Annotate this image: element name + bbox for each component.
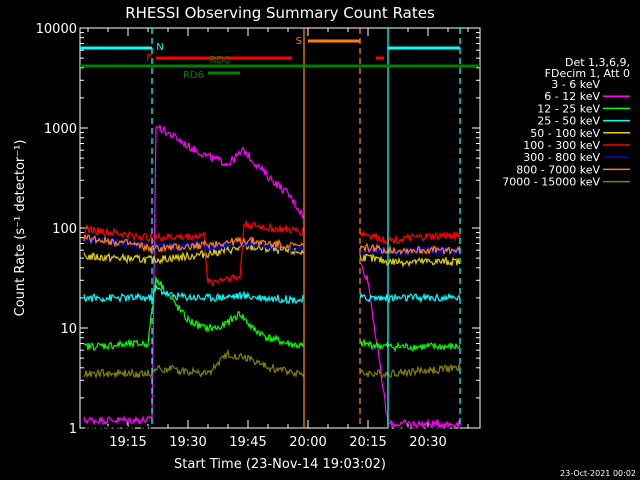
- legend-entry: 50 - 100 keV: [530, 127, 600, 140]
- y-tick-label: 10000: [36, 22, 77, 37]
- series-line: [83, 283, 461, 305]
- series-line: [83, 220, 461, 288]
- footer-date: 23-Oct-2021 00:02: [560, 469, 636, 478]
- y-tick-label: 100: [52, 222, 77, 237]
- flag-label: RD6: [183, 70, 204, 81]
- y-tick-label: 10: [60, 322, 77, 337]
- legend-entry: 100 - 300 keV: [523, 139, 600, 152]
- chart-title: RHESSI Observing Summary Count Rates: [125, 4, 435, 22]
- x-tick-label: 19:45: [229, 435, 266, 450]
- x-tick-label: 20:15: [349, 435, 386, 450]
- x-tick-label: 19:15: [109, 435, 146, 450]
- series-line: [83, 276, 461, 353]
- y-tick-label: 1: [69, 422, 77, 437]
- series-line: [83, 234, 461, 256]
- x-tick-label: 20:30: [409, 435, 446, 450]
- series-layer: [83, 118, 461, 430]
- x-axis-label: Start Time (23-Nov-14 19:03:02): [174, 457, 386, 472]
- y-axis-label: Count Rate (s⁻¹ detector⁻¹): [13, 140, 28, 317]
- series-line: [83, 242, 461, 268]
- flag-layer: NF S RD0 RD6: [80, 28, 480, 428]
- legend-entry: 12 - 25 keV: [537, 102, 600, 115]
- legend-entry: 25 - 50 keV: [537, 115, 600, 128]
- legend-header: Det 1,3,6,9,: [565, 56, 630, 69]
- flag-label: N: [156, 42, 163, 53]
- legend-entry: 6 - 12 keV: [544, 90, 600, 103]
- legend-entry: 3 - 6 keV: [551, 78, 600, 91]
- flag-label: F: [146, 53, 152, 64]
- series-line: [83, 118, 461, 430]
- x-tick-label: 19:30: [169, 435, 206, 450]
- x-tick-label: 20:00: [289, 435, 326, 450]
- legend-entry: 300 - 800 keV: [523, 151, 600, 164]
- series-line: [83, 348, 461, 380]
- flag-label: S: [296, 36, 302, 47]
- legend-entry: 7000 - 15000 keV: [502, 176, 600, 189]
- legend-header: FDecim 1, Att 0: [545, 67, 630, 80]
- flag-label: RD0: [209, 55, 230, 66]
- axes-layer: 1 10 100 1000 10000 19:15 19:30 19:45 20:00 20:15…: [36, 22, 481, 450]
- legend-entry: 800 - 7000 keV: [516, 163, 600, 176]
- y-tick-label: 1000: [44, 122, 77, 137]
